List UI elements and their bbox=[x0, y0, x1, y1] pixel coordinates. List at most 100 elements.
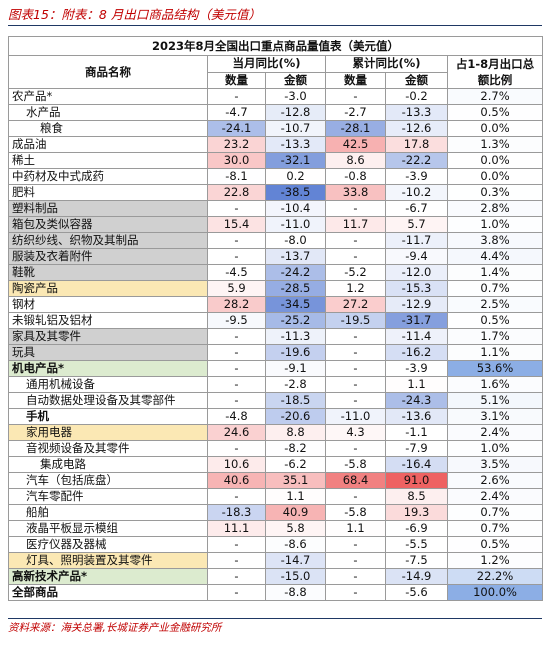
row-name: 粮食 bbox=[8, 120, 208, 137]
value-cell: -7.9 bbox=[385, 440, 448, 457]
value-cell: -2.7 bbox=[325, 104, 386, 121]
row-name: 全部商品 bbox=[8, 584, 208, 601]
value-cell: 1.2 bbox=[325, 280, 386, 297]
share-cell: 53.6% bbox=[446, 360, 544, 377]
value-cell: - bbox=[207, 344, 266, 361]
table-row: 灯具、照明装置及其零件 - -14.7- -7.5 1.2% bbox=[8, 552, 544, 569]
share-cell: 100.0% bbox=[446, 584, 544, 601]
value-cell: - bbox=[207, 568, 266, 585]
value-cell: 5.7 bbox=[385, 216, 448, 233]
table: 2023年8月全国出口重点商品量值表（美元值） 商品名称 当月同比(%) 累计同… bbox=[7, 36, 544, 601]
row-name: 船舶 bbox=[8, 504, 208, 521]
value-cell: -9.1 bbox=[265, 360, 326, 377]
value-cell: -19.6 bbox=[265, 344, 326, 361]
share-cell: 2.7% bbox=[446, 88, 544, 105]
share-cell: 0.7% bbox=[446, 504, 544, 521]
row-name: 自动数据处理设备及其零部件 bbox=[8, 392, 208, 409]
value-cell: -8.6 bbox=[265, 536, 326, 553]
value-cell: 30.0 bbox=[207, 152, 266, 169]
value-cell: -31.7 bbox=[385, 312, 448, 329]
value-cell: -5.6 bbox=[385, 584, 448, 601]
value-cell: 35.1 bbox=[265, 472, 326, 489]
value-cell: -12.6 bbox=[385, 120, 448, 137]
value-cell: - bbox=[325, 584, 386, 601]
value-cell: -24.1 bbox=[207, 120, 266, 137]
value-cell: -28.1 bbox=[325, 120, 386, 137]
value-cell: 91.0 bbox=[385, 472, 448, 489]
row-name: 纺织纱线、织物及其制品 bbox=[8, 232, 208, 249]
row-name: 未锻轧铝及铝材 bbox=[8, 312, 208, 329]
value-cell: - bbox=[325, 488, 386, 505]
value-cell: -19.5 bbox=[325, 312, 386, 329]
row-name: 肥料 bbox=[8, 184, 208, 201]
value-cell: - bbox=[207, 392, 266, 409]
value-cell: -9.5 bbox=[207, 312, 266, 329]
value-cell: -12.9 bbox=[385, 296, 448, 313]
header-cell: 数量 bbox=[207, 71, 266, 89]
share-cell: 1.7% bbox=[446, 328, 544, 345]
value-cell: - bbox=[207, 360, 266, 377]
value-cell: -9.4 bbox=[385, 248, 448, 265]
value-cell: - bbox=[325, 392, 386, 409]
value-cell: - bbox=[207, 488, 266, 505]
table-row: 农产品* - -3.0- -0.2 2.7% bbox=[8, 88, 544, 105]
value-cell: -16.4 bbox=[385, 456, 448, 473]
share-cell: 4.4% bbox=[446, 248, 544, 265]
table-row: 中药材及中式成药 -8.1 0.2 -0.8 -3.9 0.0% bbox=[8, 168, 544, 185]
value-cell: -3.0 bbox=[265, 88, 326, 105]
row-name: 家具及其零件 bbox=[8, 328, 208, 345]
value-cell: -20.6 bbox=[265, 408, 326, 425]
row-name: 玩具 bbox=[8, 344, 208, 361]
row-name: 液晶平板显示模组 bbox=[8, 520, 208, 537]
row-name: 音视频设备及其零件 bbox=[8, 440, 208, 457]
value-cell: - bbox=[207, 232, 266, 249]
value-cell: -10.4 bbox=[265, 200, 326, 217]
value-cell: - bbox=[325, 232, 386, 249]
share-cell: 0.7% bbox=[446, 520, 544, 537]
share-cell: 1.0% bbox=[446, 440, 544, 457]
table-row: 鞋靴 -4.5 -24.2 -5.2 -12.0 1.4% bbox=[8, 264, 544, 281]
share-cell: 0.5% bbox=[446, 536, 544, 553]
table-row: 手机 -4.8 -20.6 -11.0 -13.6 3.1% bbox=[8, 408, 544, 425]
share-cell: 1.0% bbox=[446, 216, 544, 233]
value-cell: -5.2 bbox=[325, 264, 386, 281]
value-cell: 8.8 bbox=[265, 424, 326, 441]
value-cell: -6.7 bbox=[385, 200, 448, 217]
value-cell: - bbox=[325, 88, 386, 105]
row-name: 陶瓷产品 bbox=[8, 280, 208, 297]
table-row: 家具及其零件 - -11.3- -11.4 1.7% bbox=[8, 328, 544, 345]
value-cell: 8.5 bbox=[385, 488, 448, 505]
value-cell: -0.8 bbox=[325, 168, 386, 185]
value-cell: -32.1 bbox=[265, 152, 326, 169]
value-cell: -18.5 bbox=[265, 392, 326, 409]
share-cell: 22.2% bbox=[446, 568, 544, 585]
value-cell: -2.8 bbox=[265, 376, 326, 393]
table-title: 2023年8月全国出口重点商品量值表（美元值） bbox=[7, 36, 544, 56]
table-row: 钢材 28.2 -34.5 27.2 -12.9 2.5% bbox=[8, 296, 544, 313]
table-row: 船舶 -18.3 40.9 -5.8 19.3 0.7% bbox=[8, 504, 544, 521]
value-cell: - bbox=[207, 328, 266, 345]
value-cell: -5.5 bbox=[385, 536, 448, 553]
value-cell: -3.9 bbox=[385, 168, 448, 185]
share-cell: 2.5% bbox=[446, 296, 544, 313]
value-cell: -8.8 bbox=[265, 584, 326, 601]
value-cell: - bbox=[325, 328, 386, 345]
value-cell: -18.3 bbox=[207, 504, 266, 521]
value-cell: - bbox=[207, 248, 266, 265]
value-cell: -11.0 bbox=[265, 216, 326, 233]
value-cell: - bbox=[325, 376, 386, 393]
value-cell: - bbox=[325, 440, 386, 457]
value-cell: -8.2 bbox=[265, 440, 326, 457]
header-cell: 当月同比(%) bbox=[207, 55, 326, 73]
value-cell: - bbox=[325, 344, 386, 361]
value-cell: 40.9 bbox=[265, 504, 326, 521]
header-cell: 占1-8月出口总额比例 bbox=[446, 55, 544, 89]
value-cell: - bbox=[207, 536, 266, 553]
value-cell: 40.6 bbox=[207, 472, 266, 489]
value-cell: - bbox=[325, 552, 386, 569]
value-cell: 22.8 bbox=[207, 184, 266, 201]
row-name: 高新技术产品* bbox=[8, 568, 208, 585]
row-name: 机电产品* bbox=[8, 360, 208, 377]
row-name: 集成电路 bbox=[8, 456, 208, 473]
value-cell: - bbox=[207, 200, 266, 217]
